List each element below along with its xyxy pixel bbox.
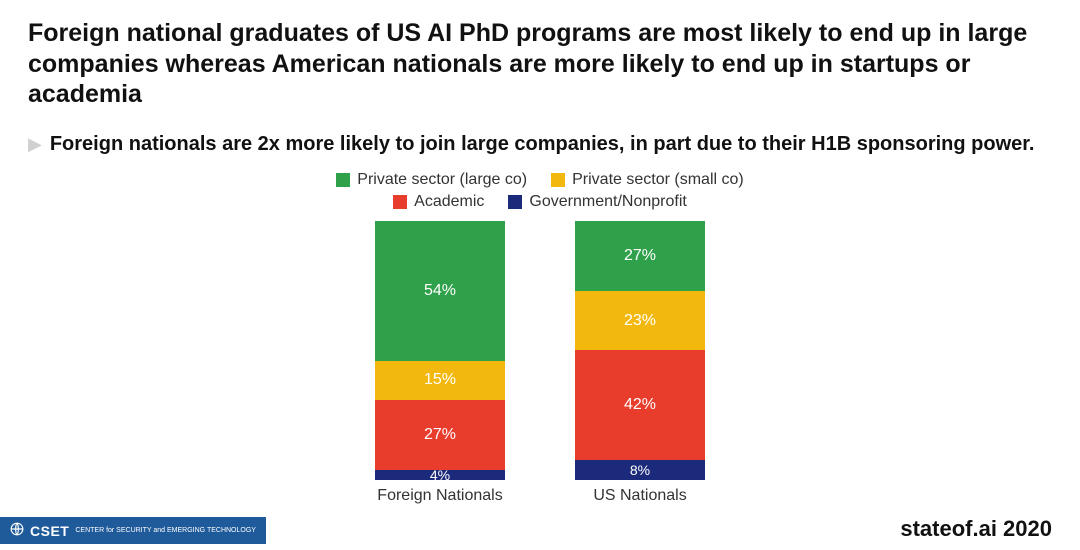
bar-col-foreign: 54% 15% 27% 4% Foreign Nationals [375,221,505,505]
footer-logo-sub: CENTER for SECURITY and EMERGING TECHNOL… [75,527,256,534]
legend-row-2: Academic Government/Nonprofit [393,193,687,211]
slide: Foreign national graduates of US AI PhD … [0,0,1080,550]
legend-row-1: Private sector (large co) Private sector… [336,171,743,189]
seg-us-large: 27% [575,221,705,291]
legend-swatch-large [336,173,350,187]
subtitle-row: ▶ Foreign nationals are 2x more likely t… [28,132,1052,157]
legend-item-small: Private sector (small co) [551,171,744,189]
play-bullet-icon: ▶ [28,134,42,156]
bars-wrap: 54% 15% 27% 4% Foreign Nationals 27% 23%… [375,221,705,505]
globe-icon [10,522,24,539]
bar-foreign: 54% 15% 27% 4% [375,221,505,481]
bar-us: 27% 23% 42% 8% [575,221,705,481]
footer-logo-brand: CSET [30,523,69,539]
slide-title: Foreign national graduates of US AI PhD … [28,18,1052,110]
bar-label-foreign: Foreign Nationals [377,487,502,505]
legend-item-academic: Academic [393,193,484,211]
seg-foreign-large: 54% [375,221,505,361]
footer-logo: CSET CENTER for SECURITY and EMERGING TE… [0,517,266,544]
legend-label-small: Private sector (small co) [572,171,744,189]
legend-label-academic: Academic [414,193,484,211]
legend-swatch-gov [508,195,522,209]
legend-label-gov: Government/Nonprofit [529,193,686,211]
chart-area: Private sector (large co) Private sector… [28,171,1052,505]
legend-item-gov: Government/Nonprofit [508,193,686,211]
legend-item-large: Private sector (large co) [336,171,527,189]
bar-col-us: 27% 23% 42% 8% US Nationals [575,221,705,505]
seg-us-gov: 8% [575,460,705,481]
seg-foreign-academic: 27% [375,400,505,470]
legend-swatch-academic [393,195,407,209]
seg-us-academic: 42% [575,350,705,459]
legend-label-large: Private sector (large co) [357,171,527,189]
seg-foreign-small: 15% [375,361,505,400]
seg-foreign-gov: 4% [375,470,505,480]
seg-us-small: 23% [575,291,705,351]
bar-label-us: US Nationals [593,487,686,505]
footer-right-text: stateof.ai 2020 [900,516,1052,542]
slide-subtitle: Foreign nationals are 2x more likely to … [50,132,1035,157]
chart-legend: Private sector (large co) Private sector… [336,171,743,211]
legend-swatch-small [551,173,565,187]
